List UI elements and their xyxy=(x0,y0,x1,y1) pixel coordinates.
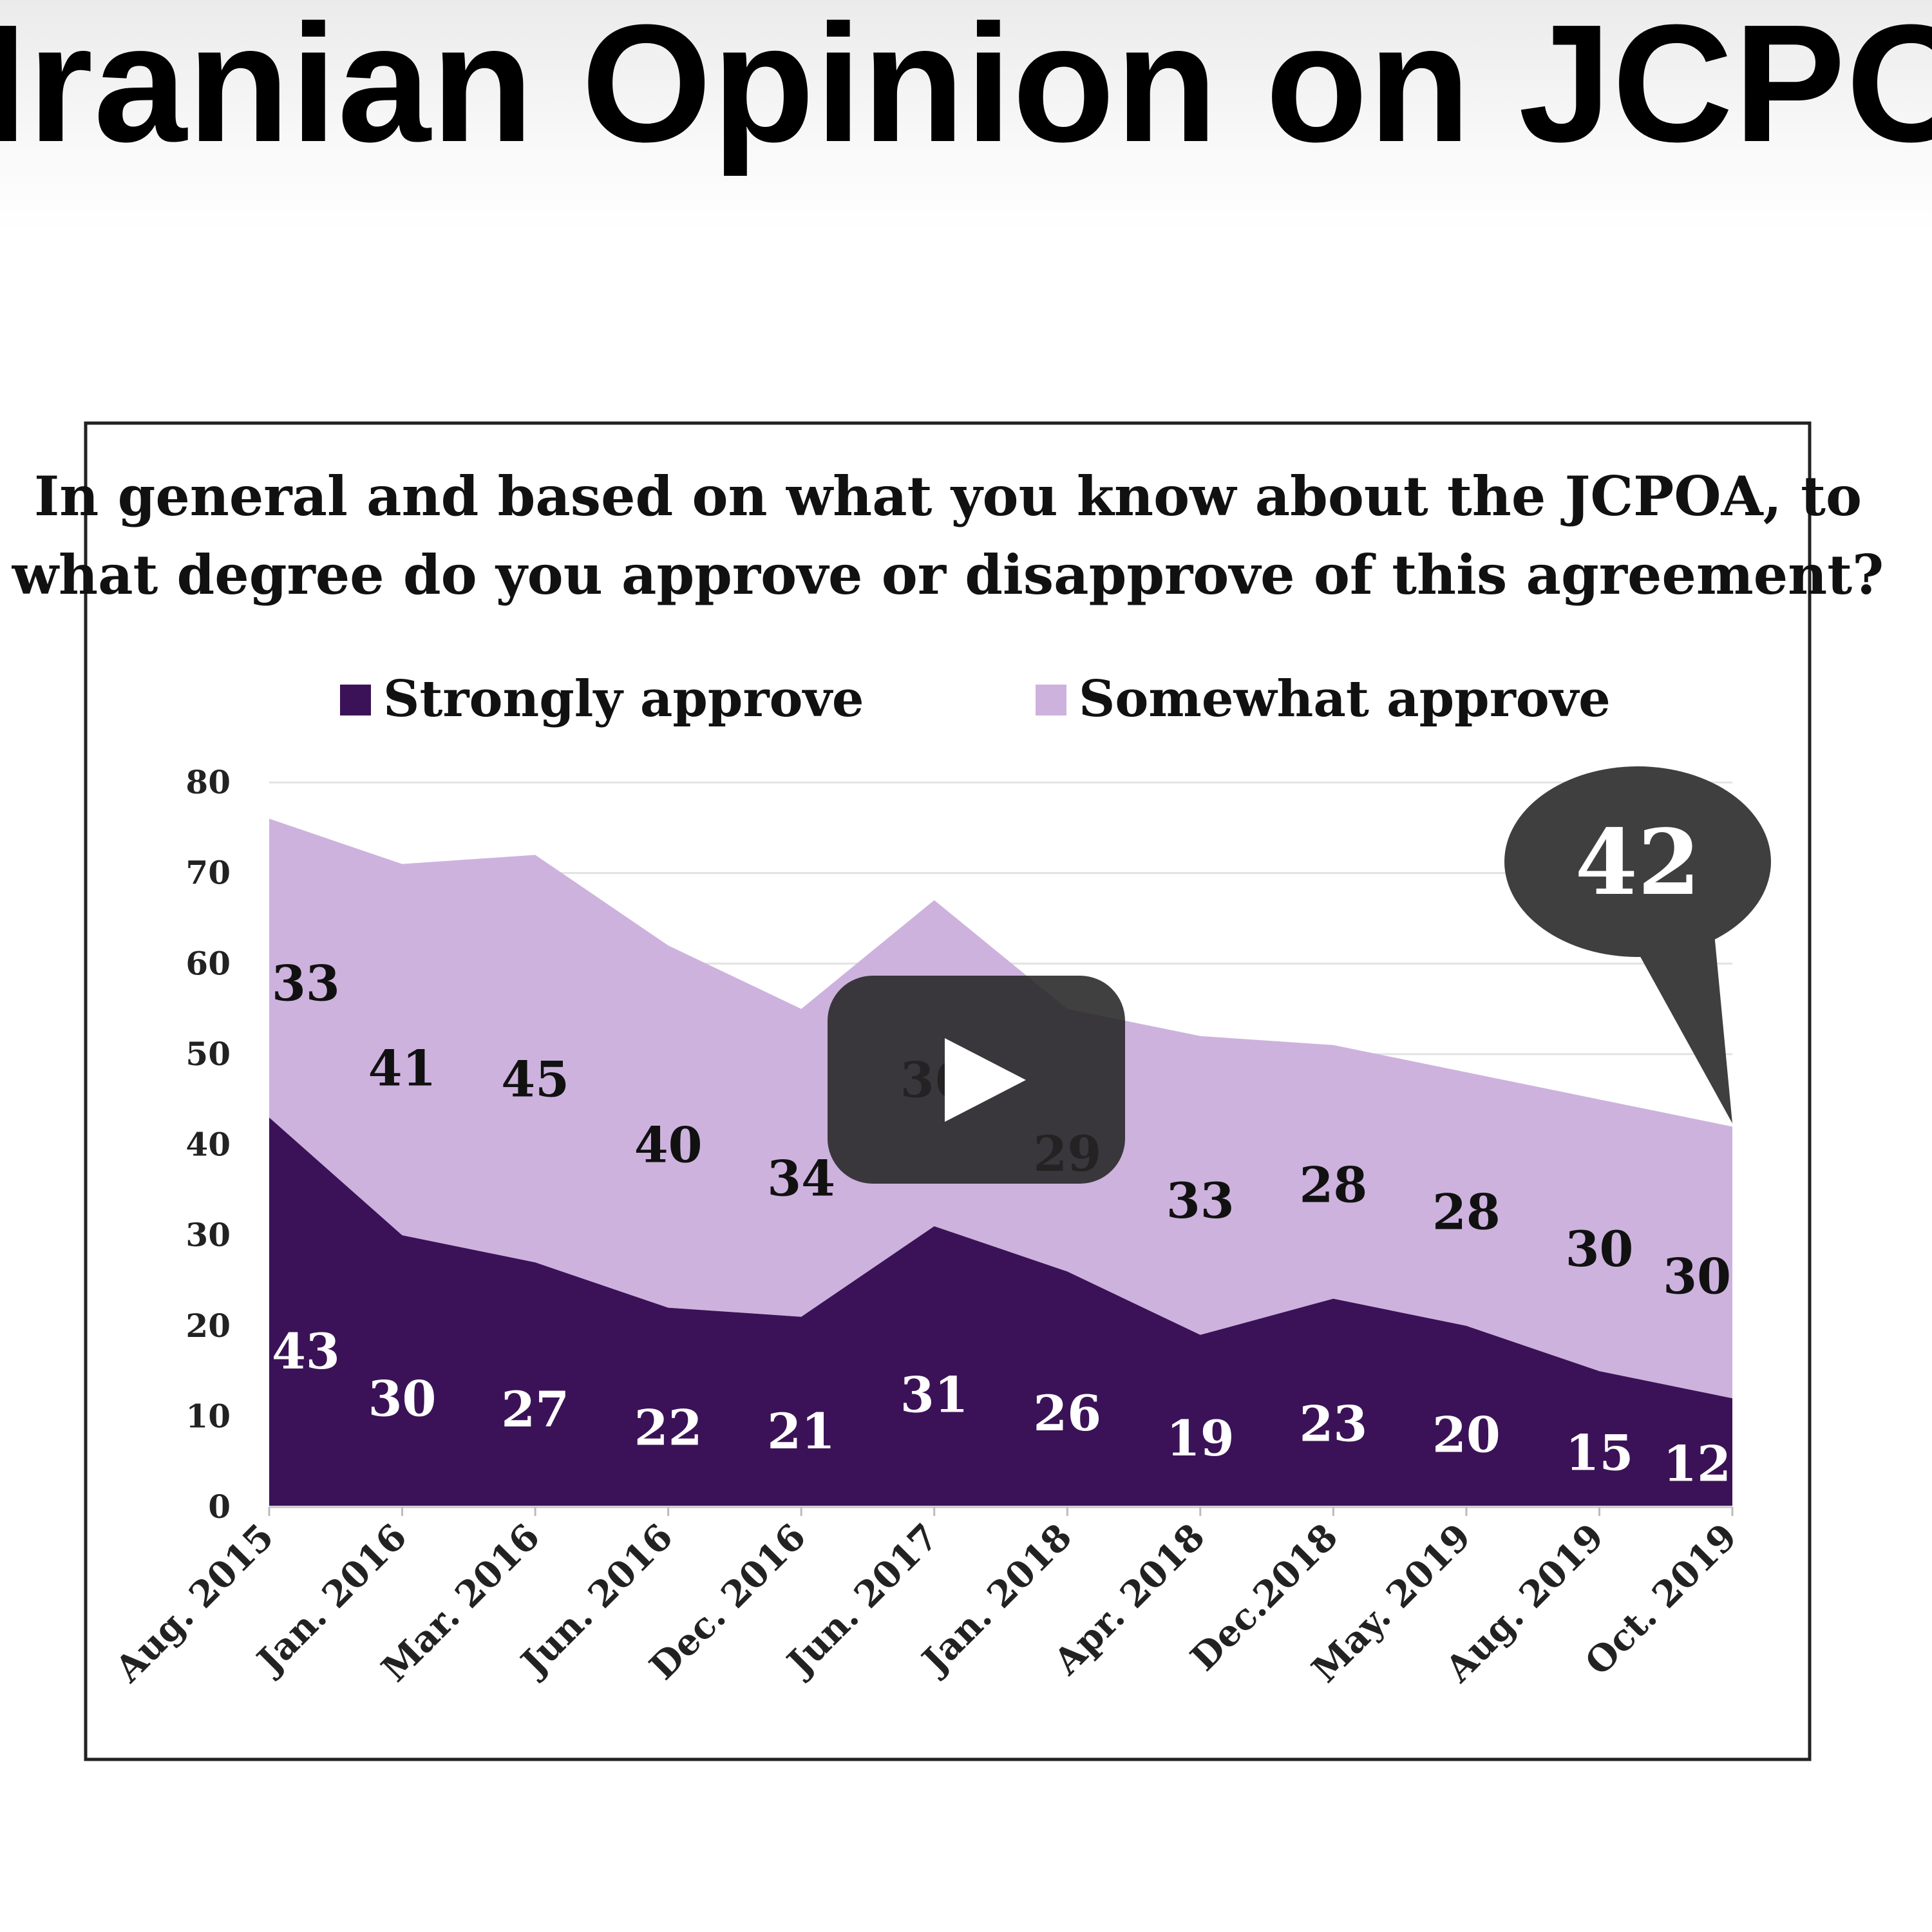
data-label-strongly: 20 xyxy=(1432,1406,1501,1464)
data-label-somewhat: 41 xyxy=(368,1040,437,1097)
data-label-somewhat: 30 xyxy=(1566,1220,1634,1278)
data-label-strongly: 21 xyxy=(767,1403,835,1460)
y-tick-label: 50 xyxy=(185,1035,231,1073)
data-label-somewhat: 34 xyxy=(767,1150,835,1208)
callout-pointer xyxy=(1622,907,1732,1124)
legend-label-0: Strongly approve xyxy=(383,670,864,728)
y-tick-label: 10 xyxy=(185,1397,231,1435)
data-label-strongly: 12 xyxy=(1663,1435,1731,1493)
y-axis: 0 10 20 30 40 50 60 70 80 xyxy=(185,763,231,1526)
slide-title: Iranian Opinion on JCPOA xyxy=(0,0,1932,177)
data-label-strongly: 26 xyxy=(1033,1385,1101,1442)
data-label-strongly: 23 xyxy=(1299,1396,1367,1453)
y-tick-label: 70 xyxy=(185,854,231,892)
data-label-strongly: 27 xyxy=(501,1381,569,1438)
data-label-strongly: 30 xyxy=(368,1370,437,1427)
y-tick-label: 60 xyxy=(185,944,231,982)
legend-label-1: Somewhat approve xyxy=(1079,670,1611,728)
y-tick-label: 0 xyxy=(208,1488,231,1526)
data-label-strongly: 43 xyxy=(272,1323,340,1380)
data-label-strongly: 31 xyxy=(900,1367,969,1424)
y-tick-label: 40 xyxy=(185,1126,231,1164)
callout-ellipse xyxy=(1504,766,1771,957)
chart-question-line-2: what degree do you approve or disapprove… xyxy=(12,543,1884,607)
data-label-somewhat: 28 xyxy=(1432,1184,1501,1241)
area-strongly-approve xyxy=(269,1117,1732,1507)
data-label-strongly: 15 xyxy=(1566,1425,1634,1482)
slide-header: Iranian Opinion on JCPOA xyxy=(0,0,1932,232)
legend: Strongly approve Somewhat approve xyxy=(340,670,1611,728)
video-play-button[interactable] xyxy=(828,976,1125,1184)
data-label-somewhat: 33 xyxy=(272,954,340,1012)
legend-swatch-1 xyxy=(1036,685,1066,715)
data-label-strongly: 19 xyxy=(1166,1410,1235,1467)
chart-question-line-1: In general and based on what you know ab… xyxy=(34,464,1862,528)
callout-value: 42 xyxy=(1575,810,1701,916)
legend-swatch-0 xyxy=(340,685,371,715)
data-label-somewhat: 28 xyxy=(1299,1156,1367,1213)
data-label-strongly: 22 xyxy=(634,1399,703,1456)
callout-bubble: 42 xyxy=(1504,766,1771,1124)
play-icon[interactable] xyxy=(945,1038,1026,1122)
data-label-somewhat: 33 xyxy=(1166,1172,1235,1229)
y-tick-label: 80 xyxy=(185,763,231,801)
data-label-somewhat: 40 xyxy=(634,1117,703,1174)
y-tick-label: 20 xyxy=(185,1307,231,1345)
data-label-somewhat: 45 xyxy=(501,1051,569,1108)
y-tick-label: 30 xyxy=(185,1216,231,1254)
data-label-somewhat: 30 xyxy=(1663,1247,1731,1305)
